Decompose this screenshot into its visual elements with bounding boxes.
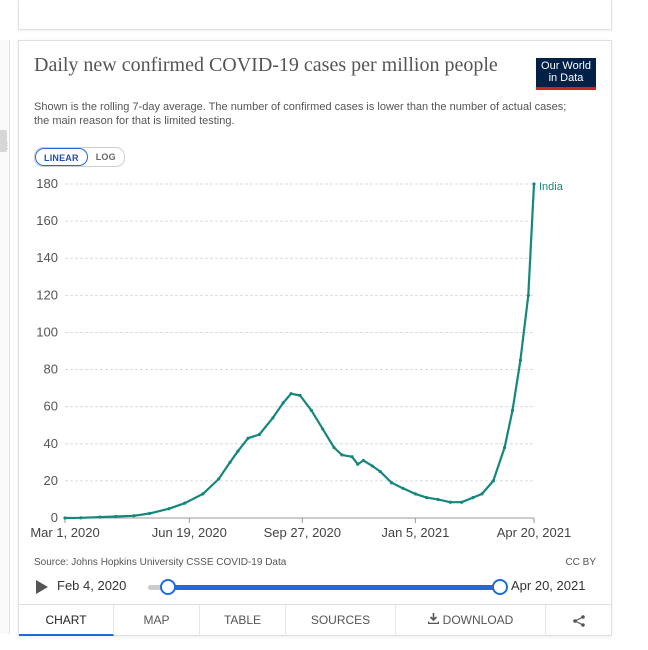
y-tick-label: 80	[44, 362, 58, 377]
data-point	[480, 492, 484, 496]
data-point	[298, 393, 302, 398]
data-point	[510, 408, 515, 412]
data-point	[503, 445, 507, 450]
y-tick-label: 160	[36, 213, 58, 228]
data-point	[378, 470, 382, 474]
previous-card	[18, 0, 612, 30]
data-point	[217, 477, 221, 481]
data-point	[228, 460, 232, 464]
chart-card: Daily new confirmed COVID-19 cases per m…	[18, 40, 612, 636]
data-point	[321, 427, 325, 431]
timeline-start-date: Feb 4, 2020	[57, 578, 127, 593]
y-tick-label: 40	[44, 436, 58, 451]
x-tick-label: Jun 19, 2020	[152, 525, 227, 540]
y-tick-label: 0	[51, 510, 58, 525]
data-point	[148, 511, 152, 515]
data-point	[309, 408, 313, 412]
tab-download[interactable]: DOWNLOAD	[396, 605, 546, 636]
timeline-end-date: Apr 20, 2021	[511, 578, 586, 593]
side-panel-strip: ☰	[0, 40, 10, 634]
data-point	[471, 495, 475, 500]
scale-log-button[interactable]: LOG	[95, 152, 116, 162]
data-point	[491, 479, 495, 483]
tab-sources-label: SOURCES	[310, 613, 371, 627]
timeline-start-handle[interactable]	[160, 579, 176, 595]
data-point	[183, 501, 187, 505]
data-point	[425, 495, 429, 500]
tab-download-label: DOWNLOAD	[442, 613, 514, 627]
data-point	[114, 514, 118, 519]
timeline[interactable]: Feb 4, 2020 Apr 20, 2021	[33, 576, 603, 598]
data-point	[332, 445, 336, 450]
x-tick-label: Sep 27, 2020	[264, 525, 341, 540]
scale-toggle[interactable]: LINEAR LOG	[34, 147, 125, 167]
tab-table[interactable]: TABLE	[200, 605, 286, 636]
data-point	[63, 516, 67, 520]
y-tick-label: 20	[44, 473, 58, 488]
y-tick-label: 100	[36, 324, 58, 339]
tab-share[interactable]	[546, 605, 611, 636]
data-point	[350, 455, 354, 459]
owid-logo[interactable]: Our World in Data	[536, 58, 596, 90]
y-tick-label: 140	[36, 250, 58, 265]
play-icon[interactable]	[36, 580, 48, 594]
timeline-end-handle[interactable]	[492, 579, 508, 595]
data-point	[340, 453, 344, 457]
logo-line-2: in Data	[548, 72, 584, 84]
data-point	[98, 515, 102, 519]
y-tick-label: 60	[44, 399, 58, 414]
data-point	[413, 492, 417, 496]
data-point	[257, 432, 261, 437]
data-point	[436, 497, 440, 502]
chart-title: Daily new confirmed COVID-19 cases per m…	[34, 54, 498, 76]
y-tick-label: 180	[36, 176, 58, 191]
side-panel-handle[interactable]	[0, 130, 7, 152]
data-point	[526, 293, 530, 297]
series-label-india: India	[539, 181, 564, 193]
data-point	[271, 416, 275, 420]
data-point	[361, 458, 365, 463]
tab-map-label: MAP	[143, 613, 170, 627]
data-point	[448, 500, 452, 504]
data-point	[79, 516, 83, 520]
logo-underline	[536, 87, 596, 90]
data-point	[401, 486, 405, 490]
download-icon	[427, 613, 439, 624]
data-point	[460, 500, 464, 504]
data-point	[356, 462, 360, 466]
chart-subtitle: Shown is the rolling 7-day average. The …	[34, 101, 567, 127]
y-tick-label: 120	[36, 287, 58, 302]
data-point	[167, 507, 171, 511]
data-point	[236, 449, 240, 453]
line-chart: 0 20 40 60 80 100 120 140 160 180 Mar 1, 2020 Jun 1…	[30, 176, 571, 540]
data-point	[370, 464, 374, 468]
data-point	[518, 358, 523, 362]
source-note[interactable]: Source: Johns Hopkins University CSSE CO…	[34, 557, 287, 568]
timeline-range	[166, 585, 497, 590]
license-label[interactable]: CC BY	[565, 557, 596, 568]
data-point	[201, 492, 205, 496]
data-point	[281, 401, 285, 405]
tab-sources[interactable]: SOURCES	[286, 605, 396, 636]
tab-table-label: TABLE	[223, 613, 262, 627]
x-tick-label: Jan 5, 2021	[381, 525, 449, 540]
x-tick-label: Apr 20, 2021	[497, 525, 571, 540]
share-icon	[572, 615, 585, 627]
tab-map[interactable]: MAP	[114, 605, 200, 636]
data-point	[289, 392, 293, 396]
tab-chart[interactable]: CHART	[19, 605, 114, 636]
x-tick-label: Mar 1, 2020	[30, 525, 99, 540]
logo-line-1: Our World	[541, 60, 591, 72]
scale-linear-button[interactable]: LINEAR	[35, 148, 88, 166]
tab-bar: CHART MAP TABLE SOURCES DOWNLOAD	[19, 604, 611, 636]
data-point	[390, 481, 394, 485]
data-point	[132, 514, 136, 518]
series-line-india	[64, 183, 536, 520]
data-point	[246, 436, 250, 440]
data-point	[532, 182, 536, 186]
tab-chart-label: CHART	[45, 613, 87, 627]
